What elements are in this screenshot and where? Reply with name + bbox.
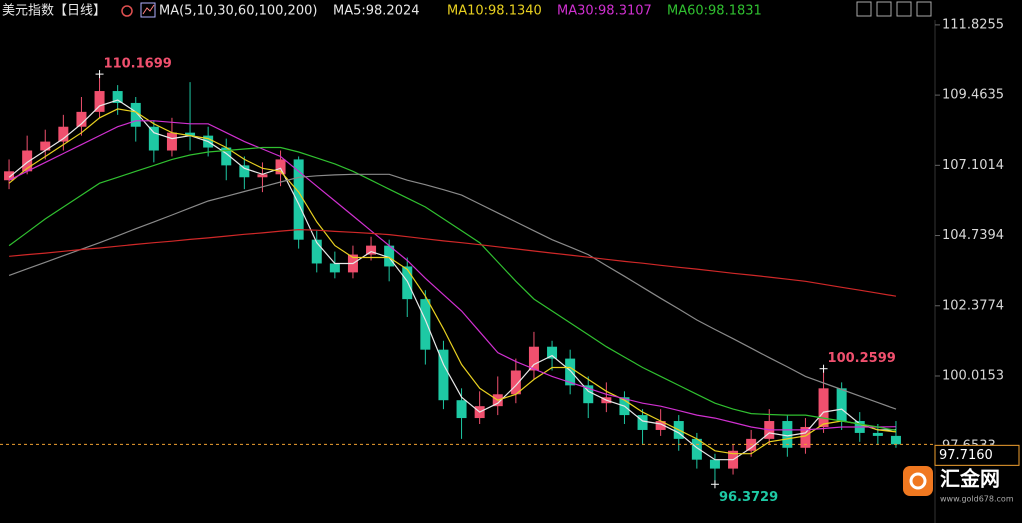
- annotation: 110.1699: [104, 57, 172, 72]
- tool-button[interactable]: [856, 1, 872, 17]
- ma-line: [8, 108, 897, 455]
- candle-body: [22, 150, 33, 172]
- annotation: 100.2599: [828, 351, 896, 366]
- logo: 汇金网 www.gold678.com: [903, 466, 1014, 504]
- candle-body: [384, 245, 395, 267]
- candle-body: [112, 91, 123, 103]
- y-tick-label: 102.3774: [942, 298, 1004, 313]
- candle-body: [4, 171, 15, 181]
- candle-body: [76, 111, 87, 127]
- ma-params: MA(5,10,30,60,100,200): [159, 4, 317, 19]
- logo-name: 汇金网: [940, 467, 1000, 491]
- candle-body: [221, 147, 232, 166]
- y-tick-label: 109.4635: [942, 88, 1004, 103]
- candle-body: [148, 126, 159, 151]
- candle-body: [166, 132, 177, 151]
- candle-body: [655, 421, 666, 430]
- toolbar: [856, 1, 932, 17]
- candle-body: [818, 388, 829, 427]
- candle-body: [709, 459, 720, 469]
- last-price-label: 97.7160: [939, 448, 993, 463]
- logo-url: www.gold678.com: [940, 495, 1014, 504]
- candle-body: [456, 400, 467, 419]
- chart-title: 美元指数【日线】: [2, 4, 106, 19]
- candle-body: [275, 159, 286, 175]
- y-tick-label: 104.7394: [942, 228, 1004, 243]
- y-tick-label: 107.1014: [942, 158, 1004, 173]
- candle-body: [239, 165, 250, 178]
- candle-body: [185, 132, 196, 136]
- candle-body: [565, 358, 576, 386]
- last-price-box: [934, 444, 1020, 466]
- candle-body: [402, 266, 413, 300]
- legend-entry: MA60:98.1831: [667, 4, 762, 19]
- candle-body: [782, 421, 793, 448]
- candle-body: [872, 432, 883, 436]
- candle-body: [130, 102, 141, 127]
- tool-button[interactable]: [876, 1, 892, 17]
- ma-line: [9, 228, 897, 297]
- candle-body: [547, 346, 558, 359]
- plot: 111.8255 109.4635 107.1014 104.7394 102.3774…: [0, 17, 1020, 505]
- tool-button[interactable]: [916, 1, 932, 17]
- candle-body: [510, 370, 521, 395]
- ma-line: [8, 99, 896, 461]
- ma-icon[interactable]: [140, 2, 156, 18]
- y-tick-label: 111.8255: [942, 17, 1004, 32]
- candle-body: [420, 299, 431, 350]
- legend-entry: MA30:98.3107: [557, 4, 652, 19]
- candle-body: [58, 126, 69, 142]
- candle-body: [438, 349, 449, 401]
- candle-body: [637, 415, 648, 430]
- candle-body: [583, 385, 594, 404]
- ma-line: [8, 146, 897, 432]
- candle-body: [366, 245, 377, 255]
- annotation: 96.3729: [719, 490, 778, 505]
- legend-entry: MA10:98.1340: [447, 4, 542, 19]
- candle-body: [257, 174, 268, 178]
- y-tick-label: 100.0153: [942, 368, 1004, 383]
- tool-button[interactable]: [896, 1, 912, 17]
- candle-body: [329, 263, 340, 273]
- candle-body: [40, 141, 51, 151]
- legend-entry: MA5:98.2024: [333, 4, 420, 19]
- settings-icon[interactable]: [121, 5, 133, 17]
- candle-body: [94, 91, 105, 112]
- candle-body: [890, 435, 901, 445]
- candle-body: [528, 346, 539, 371]
- candle-body: [800, 426, 811, 448]
- candle-body: [691, 438, 702, 460]
- candle-body: [293, 159, 304, 240]
- ma-line: [8, 173, 897, 410]
- candle-body: [836, 388, 847, 422]
- ma-line: [8, 120, 897, 431]
- candle-body: [311, 239, 322, 264]
